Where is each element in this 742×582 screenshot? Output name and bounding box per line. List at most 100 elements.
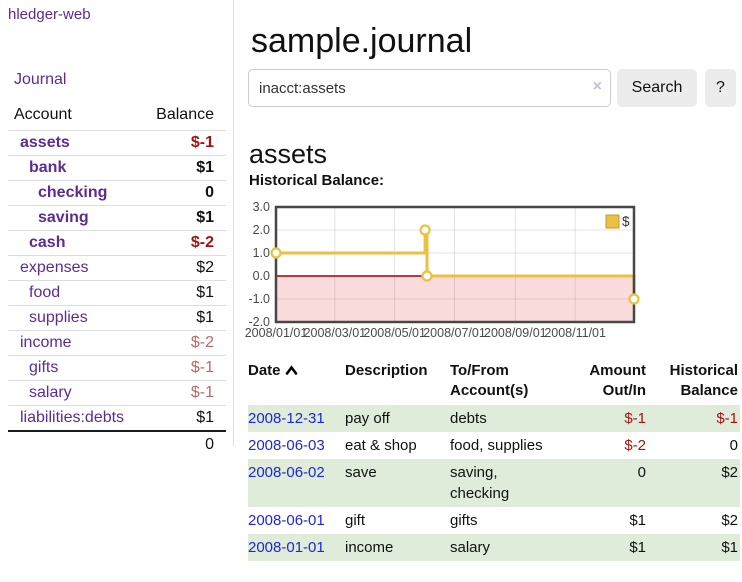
transaction-amount: $1 (568, 534, 648, 561)
search-help-button[interactable]: ? (705, 69, 736, 107)
account-balance: $-1 (144, 381, 226, 406)
register-header-accounts: To/From Account(s) (450, 359, 568, 405)
transaction-date-link[interactable]: 2008-06-02 (248, 464, 325, 481)
sort-ascending-icon (285, 365, 298, 376)
transaction-description: gift (345, 507, 450, 534)
account-balance: $1 (144, 306, 226, 331)
account-balance: $2 (144, 256, 226, 281)
data-point-marker (423, 272, 432, 281)
x-tick-label: 2008/11/01 (544, 326, 606, 340)
register-header-amount: Amount Out/In (568, 359, 648, 405)
transaction-accounts: gifts (450, 507, 568, 534)
chart-canvas: $3.02.01.00.0-1.0-2.02008/01/012008/03/0… (245, 200, 742, 350)
search-form: × Search ? (248, 69, 736, 107)
x-tick-label: 2008/03/01 (304, 326, 367, 340)
register-row: 2008-06-02 save saving, checking 0 $2 (248, 459, 740, 507)
page-title: sample.journal (251, 19, 472, 63)
account-balance: $1 (144, 206, 226, 231)
account-link[interactable]: supplies (8, 309, 144, 327)
account-balance: $-1 (144, 356, 226, 381)
y-tick-label: 1.0 (253, 246, 270, 260)
transaction-description: pay off (345, 405, 450, 432)
account-row: income $-2 (8, 331, 226, 356)
account-row: expenses $2 (8, 256, 226, 281)
register-header-balance: Historical Balance (648, 359, 740, 405)
account-row: assets $-1 (8, 131, 226, 156)
account-row: cash $-2 (8, 231, 226, 256)
account-link[interactable]: checking (8, 184, 144, 202)
register-row: 2008-06-03 eat & shop food, supplies $-2… (248, 432, 740, 459)
y-tick-label: -1.0 (248, 292, 270, 306)
search-input-wrap: × (248, 69, 611, 107)
account-balance: 0 (144, 181, 226, 206)
transaction-balance: $1 (648, 534, 740, 561)
transaction-amount: $-2 (568, 432, 648, 459)
transaction-date-link[interactable]: 2008-06-03 (248, 437, 325, 454)
transaction-accounts: food, supplies (450, 432, 568, 459)
account-balance: $1 (144, 281, 226, 306)
register-header-row: Date Description To/From Account(s) Amou… (248, 359, 740, 405)
account-link[interactable]: saving (8, 209, 144, 227)
account-balance: $1 (144, 406, 226, 432)
y-tick-label: 3.0 (253, 200, 270, 214)
transaction-date-link[interactable]: 2008-01-01 (248, 539, 325, 556)
register-row: 2008-06-01 gift gifts $1 $2 (248, 507, 740, 534)
search-button[interactable]: Search (617, 69, 697, 107)
x-tick-label: 2008/01/01 (245, 326, 308, 340)
transaction-amount: $1 (568, 507, 648, 534)
y-tick-label: 0.0 (253, 269, 270, 283)
data-point-marker (272, 249, 281, 258)
account-link[interactable]: food (8, 284, 144, 302)
accounts-header-row: Account Balance (8, 103, 226, 131)
account-link[interactable]: expenses (8, 259, 144, 277)
transaction-amount: $-1 (568, 405, 648, 432)
transaction-accounts: debts (450, 405, 568, 432)
transaction-balance: 0 (648, 432, 740, 459)
account-balance: $-2 (144, 231, 226, 256)
account-link[interactable]: gifts (8, 359, 144, 377)
account-link[interactable]: income (8, 334, 144, 352)
transaction-description: income (345, 534, 450, 561)
register-table: Date Description To/From Account(s) Amou… (248, 359, 740, 561)
main-content: sample.journal × Search ? assets Histori… (245, 0, 742, 582)
transaction-date-link[interactable]: 2008-12-31 (248, 410, 325, 427)
account-row: food $1 (8, 281, 226, 306)
data-point-marker (630, 295, 639, 304)
app-title-link[interactable]: hledger-web (8, 6, 91, 23)
account-link[interactable]: liabilities:debts (8, 409, 144, 427)
transaction-accounts: salary (450, 534, 568, 561)
transaction-date-link[interactable]: 2008-06-01 (248, 512, 325, 529)
transaction-balance: $2 (648, 459, 740, 507)
historical-balance-chart: $3.02.01.00.0-1.0-2.02008/01/012008/03/0… (245, 200, 742, 350)
clear-search-icon[interactable]: × (593, 78, 602, 96)
account-link[interactable]: salary (8, 384, 144, 402)
search-input[interactable] (248, 69, 611, 107)
account-link[interactable]: bank (8, 159, 144, 177)
account-row: bank $1 (8, 156, 226, 181)
legend-label: $ (622, 214, 630, 229)
accounts-header-account: Account (8, 103, 144, 131)
register-row: 2008-01-01 income salary $1 $1 (248, 534, 740, 561)
transaction-description: eat & shop (345, 432, 450, 459)
account-balance: $-1 (144, 131, 226, 156)
transaction-amount: 0 (568, 459, 648, 507)
y-tick-label: 2.0 (253, 223, 270, 237)
register-row: 2008-12-31 pay off debts $-1 $-1 (248, 405, 740, 432)
hledger-web-app: hledger-web Journal Account Balance asse… (0, 0, 742, 582)
sidebar-item-journal[interactable]: Journal (14, 71, 66, 89)
account-link[interactable]: assets (8, 134, 144, 152)
x-tick-label: 2008/07/01 (423, 326, 486, 340)
x-tick-label: 2008/05/01 (363, 326, 426, 340)
account-link[interactable]: cash (8, 234, 144, 252)
accounts-total-spacer (8, 431, 144, 457)
transaction-balance: $2 (648, 507, 740, 534)
register-header-date[interactable]: Date (248, 359, 345, 405)
sidebar: hledger-web Journal Account Balance asse… (0, 0, 234, 446)
register-header-description: Description (345, 359, 450, 405)
account-heading: assets (249, 138, 327, 170)
accounts-total-row: 0 (8, 431, 226, 457)
data-point-marker (421, 226, 430, 235)
account-row: gifts $-1 (8, 356, 226, 381)
account-row: supplies $1 (8, 306, 226, 331)
transaction-balance: $-1 (648, 405, 740, 432)
